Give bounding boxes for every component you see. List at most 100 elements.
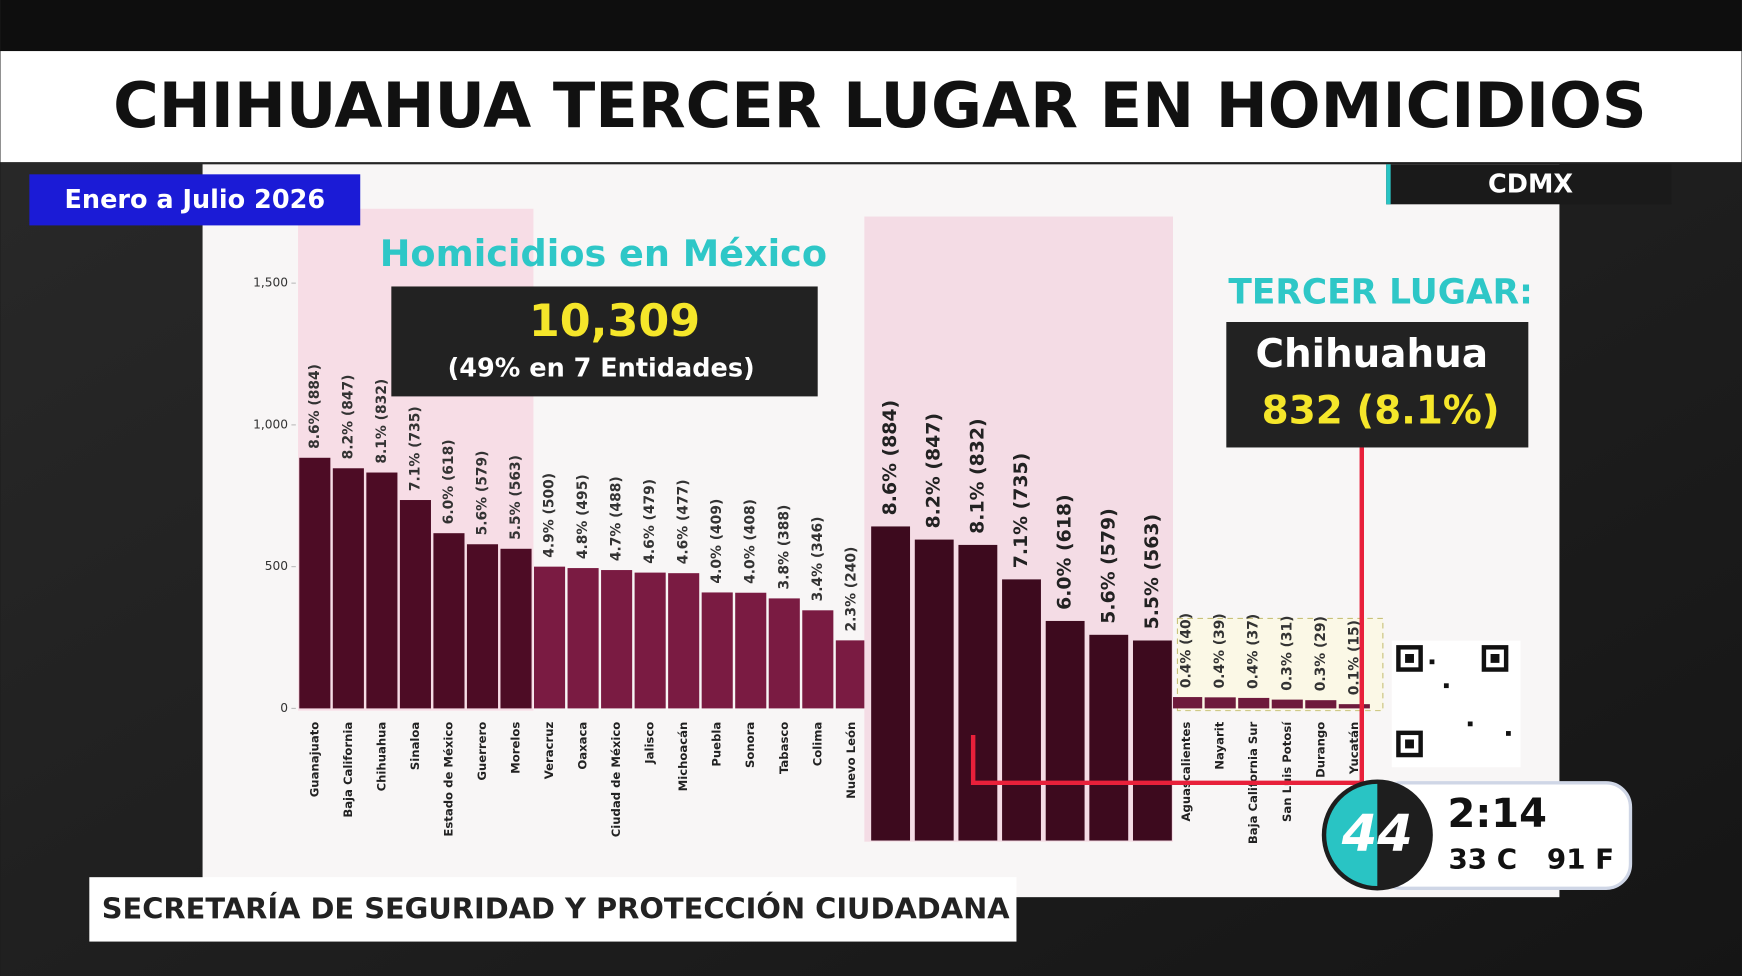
value-label: 0.4% (37) [1246, 614, 1262, 689]
bar [500, 548, 532, 709]
bar [735, 592, 767, 709]
value-label: 0.3% (31) [1279, 616, 1295, 691]
x-tick-label: Yucatán [1347, 722, 1361, 775]
x-tick-label: San Luis Potosí [1280, 721, 1294, 822]
value-label: 8.1% (832) [374, 379, 390, 464]
bar [1171, 697, 1203, 709]
value-label: 2.3% (240) [843, 547, 859, 632]
value-label: 0.1% (15) [1346, 620, 1362, 695]
callout-box [1226, 322, 1529, 448]
value-label: 4.0% (409) [709, 499, 725, 584]
bar [366, 472, 398, 709]
bar [567, 568, 599, 709]
bar [332, 468, 364, 709]
x-tick-label: Aguascalientes [1179, 722, 1193, 822]
qr-finder [1490, 653, 1500, 663]
value-label: 4.7% (488) [609, 476, 625, 561]
callout-heading: TERCER LUGAR: [1228, 273, 1532, 313]
zoom-value-label: 8.1% (832) [966, 418, 988, 533]
bar [634, 572, 666, 709]
bar [399, 500, 431, 709]
x-tick-label: Sinaloa [408, 722, 422, 770]
location: CDMX [1488, 169, 1573, 199]
x-tick-label: Jalisco [643, 722, 657, 765]
zoom-value-label: 8.6% (884) [879, 400, 901, 515]
zoom-bar [914, 539, 954, 841]
x-tick-label: Puebla [710, 722, 724, 767]
top-band [0, 0, 1742, 52]
bar [299, 457, 331, 709]
value-label: 5.5% (563) [508, 455, 524, 540]
low-group-shade [1176, 617, 1384, 712]
bar [466, 544, 499, 709]
x-tick-label: Estado de México [441, 722, 455, 837]
total-box [391, 286, 818, 397]
y-tick-label: 0 [280, 701, 288, 715]
x-tick-label: Guerrero [475, 722, 489, 781]
x-tick-label: Durango [1313, 722, 1327, 778]
qr-finder [1405, 653, 1414, 663]
zoom-bar [1002, 579, 1041, 841]
y-tick-label: 500 [265, 559, 288, 573]
value-label: 3.8% (388) [776, 505, 792, 590]
period-box [29, 174, 361, 226]
chart-title: Homicidios en México [380, 232, 827, 275]
total: 10,309 [529, 296, 700, 347]
value-label: 8.2% (847) [340, 375, 356, 460]
time: 2:14 [1448, 791, 1547, 837]
value-label: 8.6% (884) [307, 364, 323, 449]
value-label: 3.4% (346) [810, 517, 826, 602]
bar [835, 640, 867, 709]
value-label: 0.4% (40) [1179, 613, 1195, 688]
bar [601, 570, 633, 709]
bar [668, 573, 700, 709]
source: SECRETARÍA DE SEGURIDAD Y PROTECCIÓN CIU… [102, 891, 1010, 925]
value-label: 4.0% (408) [743, 499, 759, 584]
value-label: 0.4% (39) [1212, 613, 1228, 688]
bar [1338, 704, 1370, 709]
x-tick-label: Nuevo León [844, 722, 858, 799]
x-tick-label: Baja California [341, 722, 355, 818]
main-bars: 8.6% (884) Guanajuato 8.2% (847) Baja Calif… [299, 364, 1370, 844]
source-box [89, 877, 1017, 942]
zoom-bar [958, 544, 998, 841]
zoom-value-label: 8.2% (847) [923, 413, 945, 528]
qr-finder [1405, 739, 1414, 749]
zoom-value-label: 5.5% (563) [1141, 514, 1163, 629]
qr-module [1506, 731, 1511, 736]
location-accent [1386, 164, 1391, 205]
value-label: 4.6% (479) [642, 479, 658, 564]
value-label: 7.1% (735) [407, 406, 423, 491]
zoom-bar [1132, 640, 1172, 841]
axis-layer: 0 500 1,000 1,500 [253, 276, 296, 715]
bar [768, 598, 800, 709]
value-label: 4.9% (500) [542, 473, 558, 558]
zoom-bar [871, 526, 911, 841]
y-tick-label: 1,500 [253, 276, 288, 290]
total-note: (49% en 7 Entidades) [448, 354, 755, 384]
qr-module [1429, 659, 1435, 665]
x-tick-label: Nayarit [1213, 721, 1227, 769]
bar [1271, 699, 1303, 709]
value-label: 4.6% (477) [676, 479, 692, 564]
zoom-value-label: 7.1% (735) [1010, 453, 1032, 568]
location-box [1386, 164, 1672, 205]
bar [1305, 700, 1337, 709]
bar [534, 566, 566, 709]
temp-f: 91 F [1547, 843, 1614, 876]
logo-half [1326, 783, 1378, 887]
temp-c: 33 C [1448, 843, 1517, 876]
bar [802, 610, 834, 709]
y-tick-label: 1,000 [253, 417, 288, 431]
zoom-bar [1089, 634, 1129, 841]
x-tick-label: Ciudad de México [609, 722, 623, 838]
qr-code [1391, 640, 1521, 768]
value-label: 4.8% (495) [575, 474, 591, 559]
x-tick-label: Sonora [743, 722, 757, 768]
x-tick-label: Michoacán [676, 722, 690, 792]
x-tick-label: Oaxaca [576, 722, 590, 770]
zoom-bars: 8.6% (884) 8.2% (847) 8.1% (832) 7.1% (735)… [871, 400, 1172, 841]
value-label: 5.6% (579) [474, 450, 490, 535]
channel: 44 [1341, 805, 1413, 864]
